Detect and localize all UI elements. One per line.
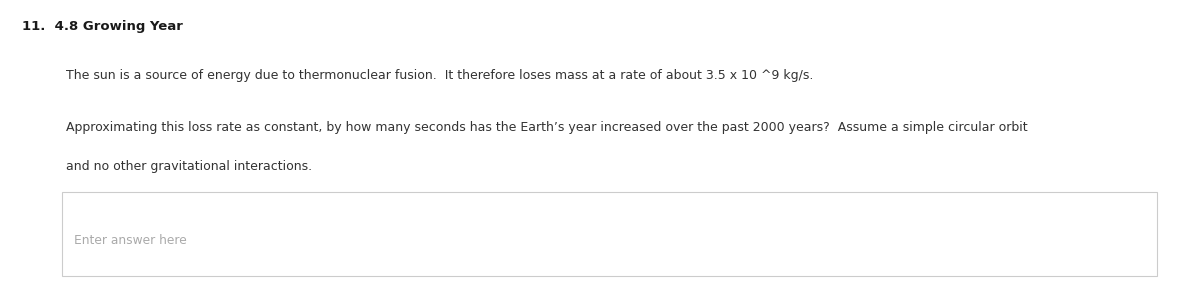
Text: and no other gravitational interactions.: and no other gravitational interactions. [66,160,312,173]
Text: 11.  4.8 Growing Year: 11. 4.8 Growing Year [22,20,182,33]
Text: Approximating this loss rate as constant, by how many seconds has the Earth’s ye: Approximating this loss rate as constant… [66,121,1027,134]
Text: Enter answer here: Enter answer here [74,234,187,247]
FancyBboxPatch shape [62,192,1157,276]
Text: The sun is a source of energy due to thermonuclear fusion.  It therefore loses m: The sun is a source of energy due to the… [66,69,814,82]
